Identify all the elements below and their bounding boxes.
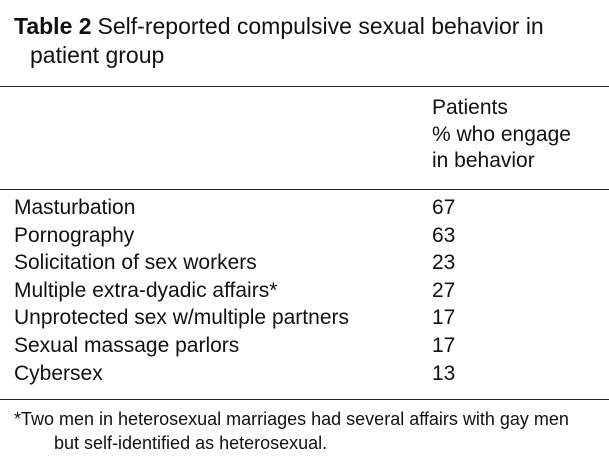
percent-value: 17 [432,306,456,330]
table-row: Multiple extra-dyadic affairs* 27 [14,277,574,304]
title-text: Self-reported compulsive sexual behavior… [30,13,544,68]
behavior-name: Sexual massage parlors [14,334,240,357]
behavior-name: Pornography [14,223,135,247]
table-row: Solicitation of sex workers 23 [14,249,574,276]
percent-value: 13 [432,361,456,385]
header-line: Patients [432,96,508,119]
behavior-name: Cybersex [14,361,103,385]
table-row: Pornography 63 [14,222,574,249]
behavior-name: Solicitation of sex workers [14,251,257,275]
table-label: Table 2 [14,13,92,39]
percent-value: 27 [432,278,456,302]
header-line: in behavior [432,149,535,172]
rule [0,399,609,400]
rule [0,86,609,87]
column-header: Patients % who engage in behavior [432,95,571,175]
rule [0,189,609,190]
percent-value: 23 [432,251,456,275]
behavior-name: Multiple extra-dyadic affairs* [14,278,278,302]
percent-value: 63 [432,223,456,247]
table-row: Cybersex 13 [14,360,574,387]
behavior-name: Unprotected sex w/multiple partners [14,306,349,330]
footnote: *Two men in heterosexual marriages had s… [14,409,569,453]
table-row: Unprotected sex w/multiple partners 17 [14,304,574,331]
table-title: Table 2 Self-reported compulsive sexual b… [14,12,604,70]
behavior-name: Masturbation [14,196,136,219]
percent-value: 67 [432,196,456,219]
percent-value: 17 [432,334,456,357]
header-line: % who engage [432,122,571,146]
table-row: Masturbation 67 [14,194,574,221]
table-row: Sexual massage parlors 17 [14,332,574,359]
